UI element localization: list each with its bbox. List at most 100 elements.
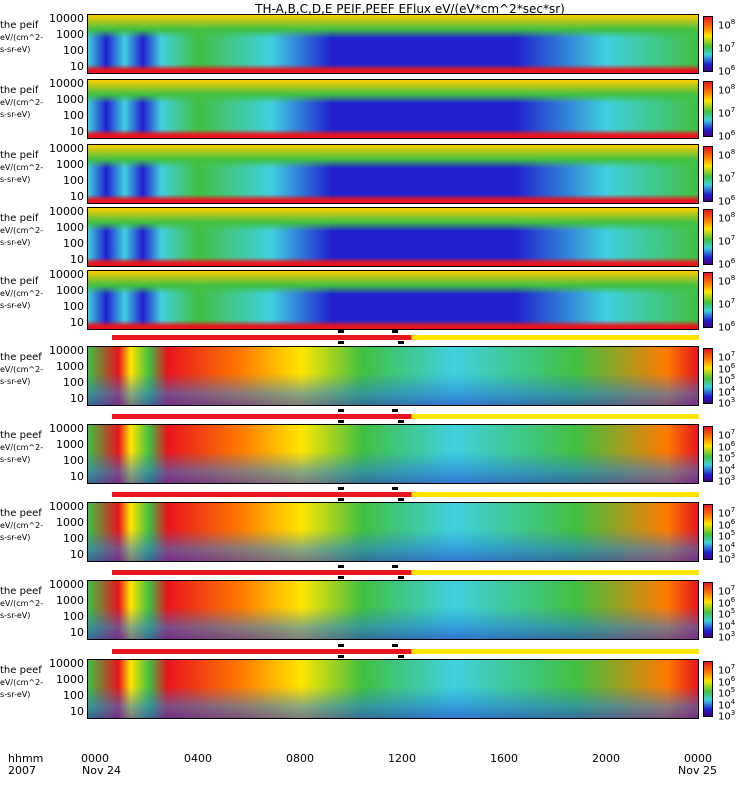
electron-panel-a: the peef eV/(cm^2-s-sr-eV) 10000 1000 100 10 1… (0, 344, 750, 409)
quality-marker (338, 409, 344, 412)
ylabel-units: eV/(cm^2-s-sr-eV) (0, 678, 44, 699)
colorbar-tick-label: 106 (718, 320, 736, 334)
ion-panel-e: the peif eV/(cm^2-s-sr-eV) 10000 1000 100 10 1… (0, 268, 750, 334)
electron-colorbar-b (703, 426, 713, 482)
ion-spectrogram-c (87, 144, 699, 204)
ion-panel-c: the peif eV/(cm^2-s-sr-eV) 10000 1000 100 10 1… (0, 142, 750, 207)
electron-ylabel-e: the peef eV/(cm^2-s-sr-eV) (0, 665, 82, 701)
colorbar-tick-label: 106 (718, 674, 736, 688)
y-tick-label: 10000 (49, 205, 84, 218)
ylabel-units: eV/(cm^2-s-sr-eV) (0, 163, 44, 184)
y-tick-label: 10000 (49, 142, 84, 155)
quality-flag-bar (112, 414, 699, 419)
colorbar-tick-label: 104 (718, 462, 736, 476)
electron-spectrogram-e (87, 659, 699, 719)
ion-colorbar-a (703, 16, 713, 72)
y-tick-label: 10000 (49, 578, 84, 591)
electron-panel-c: the peef eV/(cm^2-s-sr-eV) 10000 1000 100 10 1… (0, 500, 750, 566)
x-tick-4: 1600 (490, 752, 518, 765)
quality-flag-bar (112, 570, 699, 575)
electron-ylabel-c: the peef eV/(cm^2-s-sr-eV) (0, 508, 82, 544)
quality-marker (338, 498, 344, 501)
ylabel-text: the peef (0, 508, 42, 519)
y-tick-label: 10 (70, 316, 84, 329)
colorbar-tick-label: 106 (718, 517, 736, 531)
colorbar-tick-label: 104 (718, 540, 736, 554)
colorbar-tick-label: 105 (718, 529, 736, 543)
colorbar-tick-label: 107 (718, 234, 736, 248)
colorbar-tick-label: 106 (718, 257, 736, 271)
colorbar-tick-label: 104 (718, 697, 736, 711)
colorbar-tick-label: 105 (718, 607, 736, 621)
ion-panel-a: the peif eV/(cm^2-s-sr-eV) 10000 1000 100 10 1… (0, 12, 750, 78)
y-tick-label: 10 (70, 548, 84, 561)
x-tick-2: 0800 (286, 752, 314, 765)
ylabel-units: eV/(cm^2-s-sr-eV) (0, 599, 44, 620)
y-tick-label: 1000 (56, 438, 84, 451)
electron-spectrogram-c (87, 502, 699, 562)
colorbar-tick-label: 105 (718, 451, 736, 465)
colorbar-tick-label: 107 (718, 41, 736, 55)
ion-panel-d: the peif eV/(cm^2-s-sr-eV) 10000 1000 100 10 1… (0, 205, 750, 271)
end-date: Nov 25 (678, 764, 717, 777)
colorbar-tick-label: 103 (718, 709, 736, 723)
colorbar-tick-label: 106 (718, 439, 736, 453)
ylabel-units: eV/(cm^2-s-sr-eV) (0, 289, 44, 310)
y-tick-label: 10000 (49, 344, 84, 357)
electron-colorbar-a (703, 348, 713, 404)
quality-marker (338, 330, 344, 333)
quality-marker (338, 487, 344, 490)
electron-spectrogram-b (87, 424, 699, 484)
colorbar-tick-label: 103 (718, 474, 736, 488)
quality-marker (338, 341, 344, 344)
colorbar-tick-label: 106 (718, 64, 736, 78)
colorbar-tick-label: 107 (718, 297, 736, 311)
ylabel-text: the peif (0, 20, 39, 31)
y-tick-label: 1000 (56, 93, 84, 106)
ion-ylabel-b: the peif eV/(cm^2-s-sr-eV) (0, 85, 82, 121)
electron-panel-d: the peef eV/(cm^2-s-sr-eV) 10000 1000 100 10 1… (0, 578, 750, 643)
year-label: 2007 (8, 764, 36, 777)
ylabel-units: eV/(cm^2-s-sr-eV) (0, 98, 44, 119)
colorbar-tick-label: 107 (718, 106, 736, 120)
ylabel-text: the peif (0, 213, 39, 224)
quality-flag-bar (112, 335, 699, 340)
y-tick-label: 10000 (49, 268, 84, 281)
colorbar-tick-label: 107 (718, 584, 736, 598)
colorbar-tick-label: 103 (718, 552, 736, 566)
ion-ylabel-c: the peif eV/(cm^2-s-sr-eV) (0, 150, 82, 186)
y-tick-label: 100 (63, 610, 84, 623)
y-tick-label: 10000 (49, 657, 84, 670)
ylabel-text: the peef (0, 352, 42, 363)
ylabel-text: the peef (0, 665, 42, 676)
x-tick-0: 0000 (81, 752, 109, 765)
electron-colorbar-d (703, 582, 713, 638)
y-tick-label: 10000 (49, 12, 84, 25)
ion-colorbar-e (703, 272, 713, 328)
electron-ylabel-d: the peef eV/(cm^2-s-sr-eV) (0, 586, 82, 622)
electron-panel-e: the peef eV/(cm^2-s-sr-eV) 10000 1000 100 10 1… (0, 657, 750, 723)
y-tick-label: 100 (63, 532, 84, 545)
ion-colorbar-b (703, 81, 713, 137)
y-tick-label: 10 (70, 253, 84, 266)
x-tick-1: 0400 (184, 752, 212, 765)
colorbar-tick-label: 108 (718, 18, 736, 32)
quality-marker (398, 498, 404, 501)
quality-marker (398, 655, 404, 658)
quality-marker (392, 565, 398, 568)
quality-flag-bar (112, 492, 699, 497)
quality-marker (338, 576, 344, 579)
electron-colorbar-c (703, 504, 713, 560)
y-tick-label: 10 (70, 190, 84, 203)
ion-spectrogram-b (87, 79, 699, 139)
ion-ylabel-d: the peif eV/(cm^2-s-sr-eV) (0, 213, 82, 249)
ylabel-text: the peef (0, 430, 42, 441)
ylabel-text: the peif (0, 150, 39, 161)
electron-ylabel-a: the peef eV/(cm^2-s-sr-eV) (0, 352, 82, 388)
colorbar-tick-label: 105 (718, 373, 736, 387)
y-tick-label: 10000 (49, 500, 84, 513)
ion-colorbar-d (703, 209, 713, 265)
quality-flag-bar (112, 649, 699, 654)
ylabel-units: eV/(cm^2-s-sr-eV) (0, 365, 44, 386)
quality-marker (398, 341, 404, 344)
